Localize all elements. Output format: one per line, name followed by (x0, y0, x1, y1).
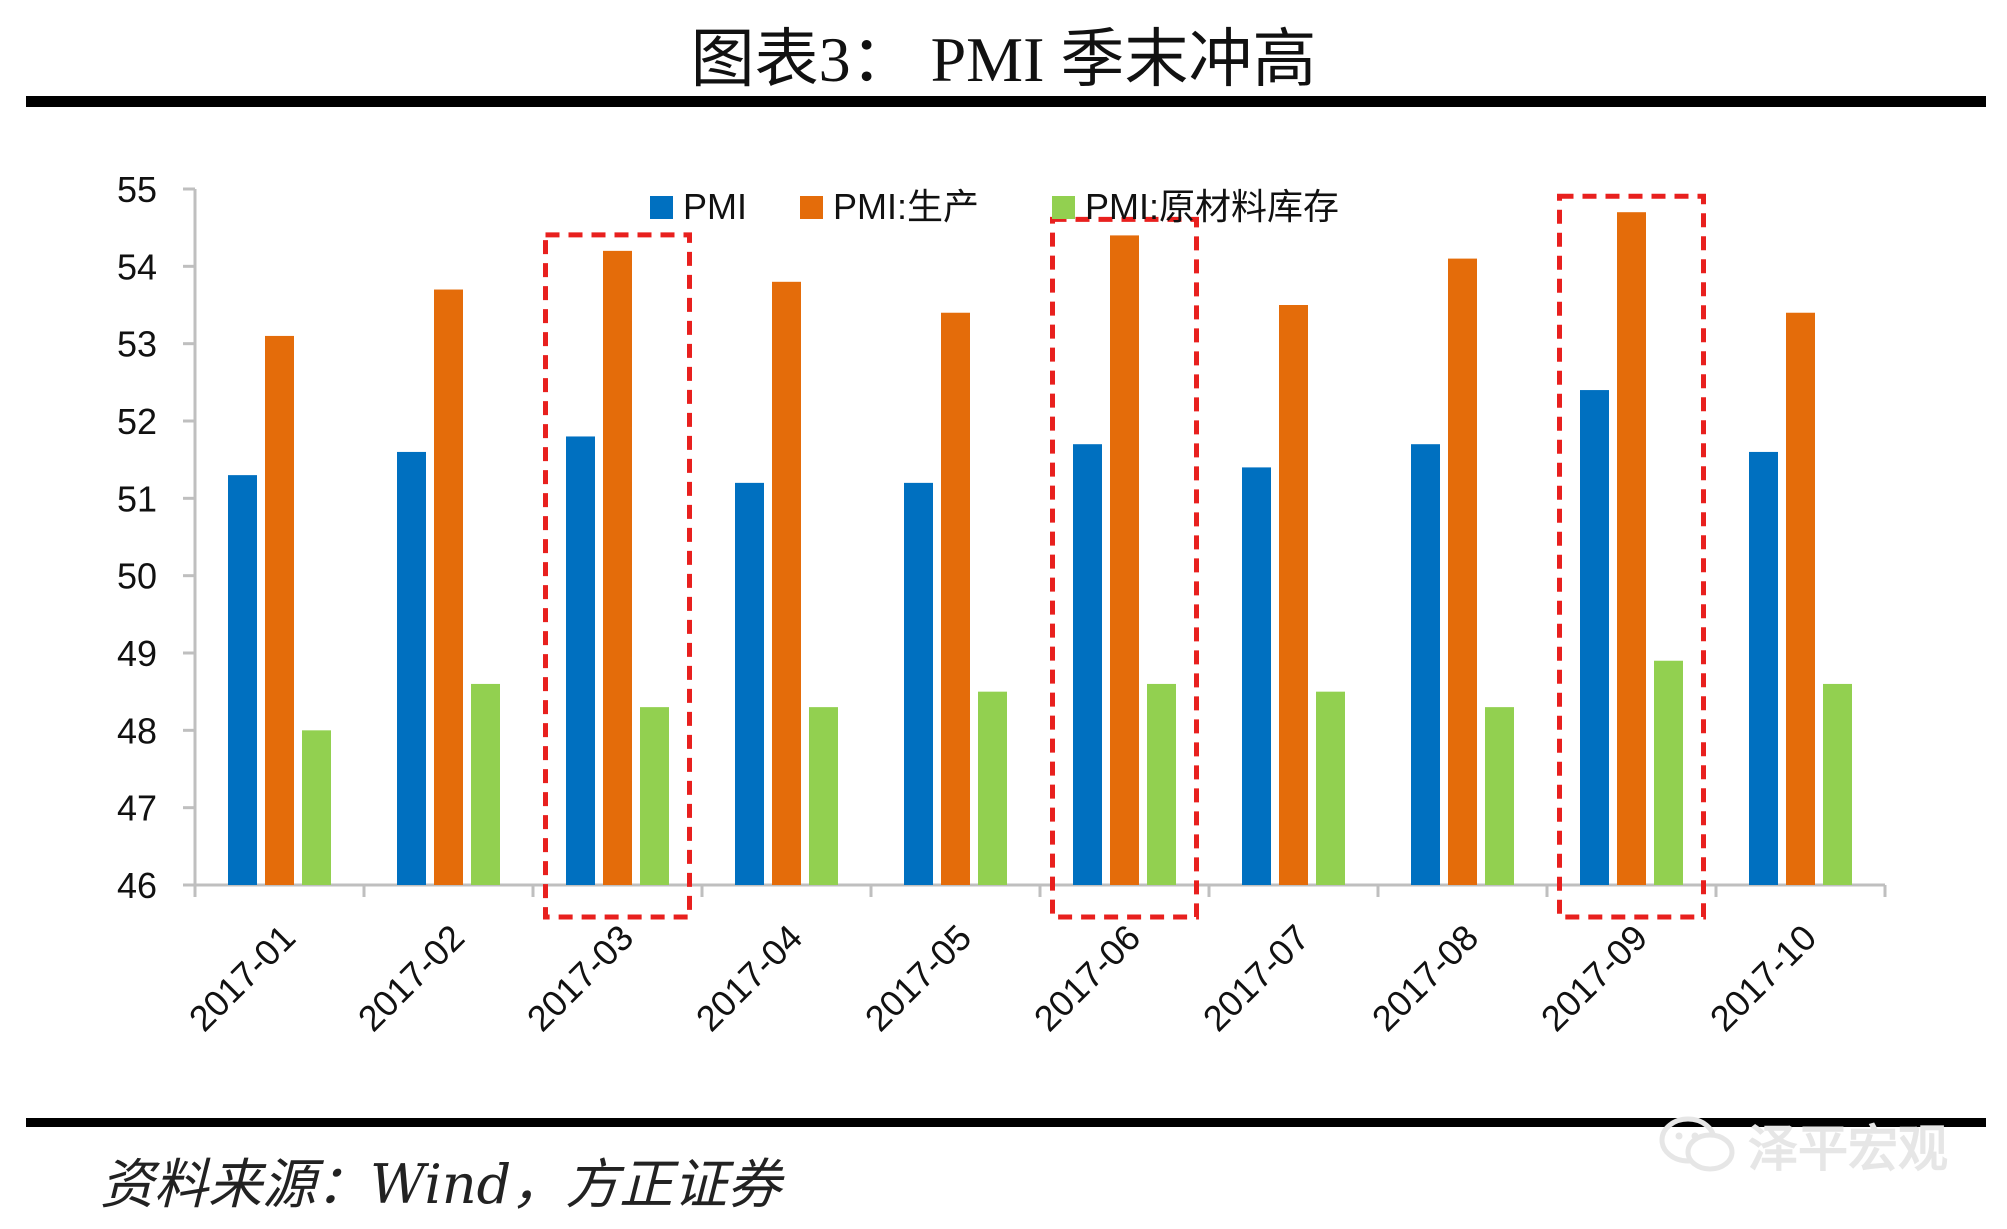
wechat-icon (1659, 1116, 1735, 1172)
x-tick-label: 2017-03 (519, 917, 641, 1039)
highlight-box (1557, 193, 1706, 920)
bar (603, 250, 632, 885)
bar (1485, 707, 1514, 885)
y-tick-label: 50 (117, 556, 157, 597)
bar (265, 335, 294, 885)
y-tick-label: 48 (117, 710, 157, 751)
bottom-rule (26, 1118, 1986, 1127)
bar (1242, 467, 1271, 885)
legend-label: PMI:生产 (833, 186, 979, 227)
bar (809, 707, 838, 885)
x-tick-label: 2017-08 (1364, 917, 1486, 1039)
bar (1580, 390, 1609, 885)
y-tick-label: 55 (117, 169, 157, 210)
bar (1749, 451, 1778, 885)
bar (640, 707, 669, 885)
bar (228, 475, 257, 885)
bar (904, 482, 933, 885)
bar (302, 730, 331, 885)
legend-swatch (650, 196, 673, 219)
bar (1411, 444, 1440, 885)
x-tick-label: 2017-05 (857, 917, 979, 1039)
y-tick-label: 46 (117, 865, 157, 906)
bar (566, 436, 595, 885)
legend-label: PMI:原材料库存 (1085, 186, 1339, 227)
bar (1654, 660, 1683, 885)
bar (735, 482, 764, 885)
x-tick-label: 2017-01 (181, 917, 303, 1039)
bar (1786, 312, 1815, 885)
bar (1147, 683, 1176, 885)
legend-swatch (1052, 196, 1075, 219)
x-tick-label: 2017-07 (1195, 917, 1317, 1039)
bar (1823, 683, 1852, 885)
top-rule (26, 96, 1986, 107)
bar (1617, 212, 1646, 885)
y-tick-label: 49 (117, 633, 157, 674)
x-tick-label: 2017-06 (1026, 917, 1148, 1039)
bar (1279, 305, 1308, 885)
x-tick-label: 2017-10 (1702, 917, 1824, 1039)
highlight-box (543, 232, 692, 920)
source-note: 资料来源：Wind，方正证券 (100, 1153, 782, 1216)
highlight-box (1050, 216, 1199, 920)
bar (471, 683, 500, 885)
bar (1448, 258, 1477, 886)
watermark: 泽平宏观 (1658, 1110, 1948, 1180)
x-tick-label: 2017-02 (350, 917, 472, 1039)
watermark-text: 泽平宏观 (1748, 1121, 1948, 1177)
bar (397, 451, 426, 885)
legend-swatch (800, 196, 823, 219)
y-tick-label: 52 (117, 401, 157, 442)
y-tick-label: 53 (117, 324, 157, 365)
bar (1316, 691, 1345, 885)
bar (978, 691, 1007, 885)
figure-title: 图表3： PMI 季末冲高 (690, 24, 1317, 95)
x-tick-label: 2017-09 (1533, 917, 1655, 1039)
x-tick-label: 2017-04 (688, 917, 810, 1039)
bar (772, 281, 801, 885)
legend-label: PMI (683, 186, 747, 227)
y-tick-label: 51 (117, 478, 157, 519)
y-tick-label: 47 (117, 788, 157, 829)
y-tick-label: 54 (117, 246, 157, 287)
bar (941, 312, 970, 885)
bar (1073, 444, 1102, 885)
bar (434, 289, 463, 885)
pmi-bar-chart: 46 47 48 49 50 51 52 53 54 55 2017-01 2017-02 2017-0… (117, 169, 1887, 1039)
bar (1110, 235, 1139, 885)
